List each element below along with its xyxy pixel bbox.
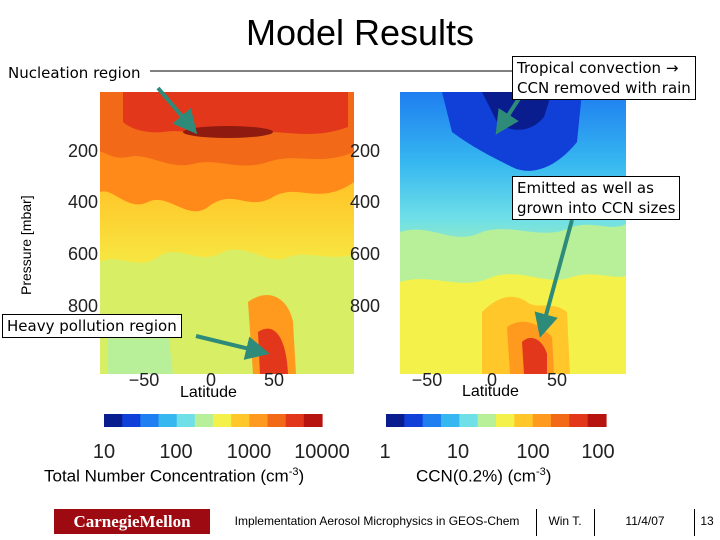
emitted-annotation: Emitted as well as grown into CCN sizes <box>512 176 681 220</box>
left-ytick-200: 200 <box>68 141 98 161</box>
right-colorbar-swatch <box>441 414 460 427</box>
footer-divider-2 <box>594 509 595 536</box>
right-colorbar-swatch <box>514 414 534 427</box>
right-colorbar-swatch <box>386 414 405 427</box>
left-colorbar-swatch <box>249 414 269 427</box>
right-ytick-600: 600 <box>350 244 380 264</box>
left-colorbar-swatch <box>267 414 287 427</box>
right-colorbar-swatch <box>459 414 479 427</box>
left-colorbar-swatch <box>303 414 323 427</box>
right-xtick-neg50: −50 <box>412 370 443 390</box>
left-cbar-label-1000: 1000 <box>227 441 272 463</box>
cmu-logo: CarnegieMellon <box>54 509 210 534</box>
tropical-text-line1: Tropical convection → <box>517 59 679 77</box>
left-cbar-label-10: 10 <box>93 441 115 463</box>
footer-date: 11/4/07 <box>625 514 665 528</box>
emitted-arrow <box>534 219 574 338</box>
right-caption-main: CCN(0.2%) (cm <box>416 466 536 486</box>
tropical-text-line2: CCN removed with rain <box>517 79 691 97</box>
right-colorbar-swatch <box>422 414 442 427</box>
left-colorbar-caption: Total Number Concentration (cm-3) <box>44 466 304 487</box>
left-latitude-label: Latitude <box>180 384 237 401</box>
right-colorbar <box>386 414 607 427</box>
right-colorbar-swatch <box>587 414 607 427</box>
left-ytick-600: 600 <box>68 244 98 264</box>
nucleation-annotation: Nucleation region <box>4 62 145 84</box>
left-caption-end: ) <box>298 466 305 486</box>
left-colorbar-swatch <box>158 414 178 427</box>
right-colorbar-swatch <box>569 414 589 427</box>
footer-page-number: 13 <box>700 514 714 528</box>
slide-title: Model Results <box>245 12 475 53</box>
right-cbar-label-1: 1 <box>379 441 390 463</box>
right-xtick-0: 0 <box>487 370 497 390</box>
nucleation-text: Nucleation region <box>8 64 141 82</box>
left-colorbar <box>104 414 323 427</box>
left-colorbar-swatch <box>176 414 196 427</box>
left-colorbar-swatch <box>140 414 160 427</box>
left-contour-plot: 200 400 600 800 −50 0 50 <box>68 92 354 390</box>
right-colorbar-swatch <box>551 414 570 427</box>
right-ytick-200: 200 <box>350 141 380 161</box>
pollution-text: Heavy pollution region <box>7 317 177 335</box>
left-caption-sup: -3 <box>288 466 299 478</box>
right-contour-plot: 200 400 600 800 −50 0 50 <box>350 92 626 390</box>
title-underline <box>150 70 662 72</box>
left-colorbar-swatch <box>122 414 141 427</box>
left-cbar-label-100: 100 <box>159 441 192 463</box>
nucleation-arrow <box>156 86 198 135</box>
right-latitude-label: Latitude <box>462 383 519 400</box>
footer-course-title: Implementation Aerosol Microphysics in G… <box>234 514 520 528</box>
emitted-text-line1: Emitted as well as <box>517 179 654 197</box>
left-colorbar-swatch <box>194 414 214 427</box>
right-ytick-800: 800 <box>350 296 380 316</box>
left-colorbar-swatch <box>104 414 123 427</box>
left-colorbar-swatch <box>213 414 232 427</box>
right-caption-end: ) <box>545 466 552 486</box>
pollution-annotation: Heavy pollution region <box>2 314 182 338</box>
colorbars: 10 100 1000 10000 1 10 100 100 <box>93 414 615 463</box>
emitted-text-line2: grown into CCN sizes <box>517 199 676 217</box>
left-caption-main: Total Number Concentration (cm <box>44 466 289 486</box>
left-xtick-neg50: −50 <box>129 370 160 390</box>
left-cbar-label-10000: 10000 <box>294 441 350 463</box>
left-colorbar-swatch <box>231 414 250 427</box>
tropical-annotation: Tropical convection → CCN removed with r… <box>512 56 696 100</box>
right-colorbar-swatch <box>496 414 515 427</box>
footer-divider-3 <box>694 509 695 536</box>
right-ytick-400: 400 <box>350 192 380 212</box>
left-colorbar-swatch <box>285 414 305 427</box>
slide-footer: CarnegieMellon Implementation Aerosol Mi… <box>0 509 720 537</box>
left-ytick-400: 400 <box>68 192 98 212</box>
right-cbar-label-100: 100 <box>516 441 549 463</box>
left-ytick-800: 800 <box>68 296 98 316</box>
tropical-arrow <box>495 95 522 135</box>
right-colorbar-swatch <box>477 414 497 427</box>
right-cbar-label-10: 10 <box>447 441 469 463</box>
footer-divider-1 <box>536 509 537 536</box>
right-colorbar-swatch <box>404 414 424 427</box>
right-colorbar-swatch <box>532 414 552 427</box>
footer-author: Win T. <box>548 514 582 528</box>
left-xtick-0: 0 <box>206 370 216 390</box>
right-colorbar-caption: CCN(0.2%) (cm-3) <box>416 466 551 487</box>
right-caption-sup: -3 <box>535 466 546 478</box>
right-xtick-50: 50 <box>547 370 567 390</box>
pressure-axis-label: Pressure [mbar] <box>18 195 34 295</box>
right-cbar-label-100b: 100 <box>581 441 614 463</box>
pollution-arrow <box>195 334 270 360</box>
left-xtick-50: 50 <box>264 370 284 390</box>
